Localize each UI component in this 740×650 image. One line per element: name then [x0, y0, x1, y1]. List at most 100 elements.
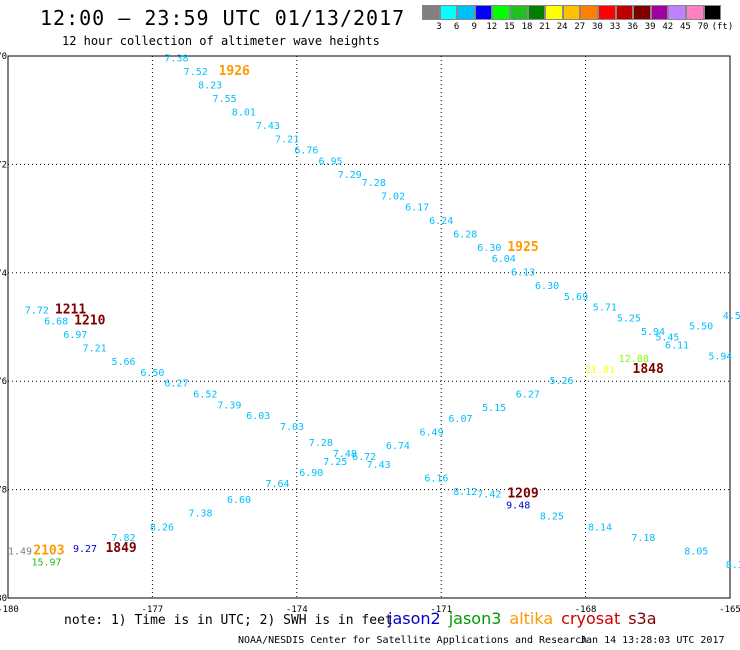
data-label: 7.29 [338, 170, 362, 181]
data-label: 1848 [633, 362, 664, 377]
legend-label: 21 [539, 22, 551, 32]
data-label: 6.27 [516, 389, 540, 400]
legend-swatch [474, 5, 493, 20]
data-label: 1210 [74, 313, 105, 328]
data-label: 5.66 [111, 357, 135, 368]
data-label: 8.12 [453, 487, 477, 498]
data-label: 6.50 [140, 368, 164, 379]
legend-label: 39 [644, 22, 656, 32]
data-label: 8.26 [150, 522, 174, 533]
data-label: 8.23 [198, 81, 222, 92]
plot-frame [7, 55, 731, 599]
legend-label: 3 [436, 22, 442, 32]
data-label: 12.88 [619, 354, 649, 365]
map-subtitle: 12 hour collection of altimeter wave hei… [62, 34, 380, 48]
data-label: 8.14 [588, 522, 612, 533]
legend-label: 27 [574, 22, 586, 32]
data-label: 7.02 [381, 192, 405, 203]
data-label: 1211 [55, 302, 86, 317]
data-label: 5.50 [689, 322, 713, 333]
data-label: 7.25 [323, 457, 347, 468]
lon-tick-label: -171 [430, 605, 452, 615]
data-label: 1926 [219, 64, 250, 79]
legend-swatch [509, 5, 528, 20]
data-label: 7.55 [213, 94, 237, 105]
lat-tick-label: -78 [0, 486, 7, 496]
data-label: 7.42 [477, 490, 501, 501]
legend-swatch [527, 5, 546, 20]
satellite-jason3: jason3 [448, 609, 502, 628]
data-label: 7.43 [367, 460, 391, 471]
lon-tick-label: -165 [719, 605, 740, 615]
data-label: 6.74 [386, 441, 410, 452]
data-label: 1209 [507, 487, 538, 502]
data-label: 5.15 [482, 403, 506, 414]
data-label: 15.97 [31, 557, 61, 568]
legend-label: 15 [503, 22, 515, 32]
data-label: 6.72 [352, 452, 376, 463]
data-label: 5.94 [708, 352, 732, 363]
data-label: 7.64 [265, 479, 289, 490]
data-label: 7.28 [309, 438, 333, 449]
data-label: 21.81 [585, 365, 615, 376]
satellite-s3a: s3a [628, 609, 657, 628]
data-label: 6.60 [227, 495, 251, 506]
data-label: 6.76 [294, 146, 318, 157]
data-label: 1925 [507, 240, 538, 255]
legend-swatch [545, 5, 563, 20]
legend-swatch [457, 5, 475, 20]
legend-swatch [685, 5, 704, 20]
lat-tick-label: -76 [0, 377, 7, 387]
lon-tick-label: -177 [142, 605, 164, 615]
satellite-altika: altika [509, 609, 554, 628]
data-label: 7.21 [275, 135, 299, 146]
data-label: 6.28 [453, 230, 477, 241]
legend-label: 70 [697, 22, 709, 32]
legend-swatch [597, 5, 616, 20]
data-label: 5.26 [549, 376, 573, 387]
timestamp-text: Jan 14 13:28:03 UTC 2017 [580, 635, 725, 646]
legend-label: 12 [486, 22, 498, 32]
data-label: 5.69 [564, 292, 588, 303]
legend-swatch [562, 5, 581, 20]
data-label: 5.25 [617, 314, 641, 325]
legend-swatch [650, 5, 669, 20]
data-label: 7.38 [164, 53, 188, 64]
data-label: 6.17 [405, 202, 429, 213]
data-label: 9.27 [73, 544, 97, 555]
lat-tick-label: -74 [0, 269, 7, 279]
data-label: 6.30 [535, 281, 559, 292]
footer-note: note: 1) Time is in UTC; 2) SWH is in fe… [64, 613, 393, 628]
data-label: 7.18 [631, 533, 655, 544]
legend-swatch [422, 5, 440, 20]
data-label: 2103 [33, 544, 64, 559]
data-label: 6.97 [63, 330, 87, 341]
satellite-jason2: jason2 [388, 609, 441, 628]
lon-tick-label: -180 [0, 605, 19, 615]
legend-label: 33 [609, 22, 621, 32]
data-label: 8.25 [540, 511, 564, 522]
data-label: 7.03 [280, 422, 304, 433]
legend-label: (ft) [711, 22, 734, 32]
data-label: 6.03 [246, 411, 270, 422]
legend-label: 42 [662, 22, 674, 32]
data-label: 6.24 [429, 216, 453, 227]
legend-label: 9 [471, 22, 477, 32]
credit-text: NOAA/NESDIS Center for Satellite Applica… [238, 635, 588, 646]
data-label: 5.94 [641, 327, 665, 338]
data-label: 7.48 [333, 449, 357, 460]
data-label: 6.90 [299, 468, 323, 479]
legend-label: 18 [521, 22, 533, 32]
data-label: 8.05 [684, 547, 708, 558]
data-label: 6.16 [424, 473, 448, 484]
data-label: 7.72 [25, 305, 49, 316]
data-label: 7.38 [188, 509, 212, 520]
data-label: 7.28 [362, 178, 386, 189]
data-label: 1849 [105, 541, 136, 556]
legend-label: 36 [627, 22, 639, 32]
lat-tick-label: -72 [0, 160, 7, 170]
data-label: 5.45 [655, 333, 679, 344]
lat-tick-label: -80 [0, 594, 7, 604]
satellite-cryosat: cryosat [561, 609, 621, 628]
